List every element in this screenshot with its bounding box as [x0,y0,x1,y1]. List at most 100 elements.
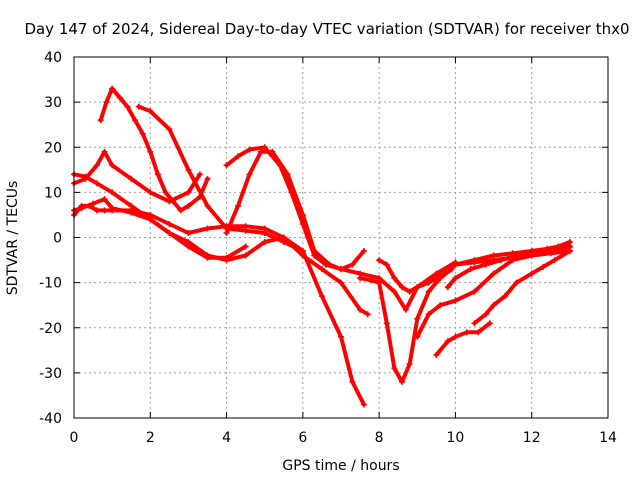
chart-title: Day 147 of 2024, Sidereal Day-to-day VTE… [24,20,629,38]
data-point [425,279,432,286]
series-track-8 [223,148,367,273]
data-point [471,320,478,327]
data-point [223,229,230,236]
data-point [467,266,474,273]
data-point [551,257,558,264]
data-point [414,333,421,340]
data-point [391,365,398,372]
x-tick-label: 4 [222,430,231,446]
data-point [471,259,478,266]
data-point [399,378,406,385]
x-tick-label: 14 [599,430,617,446]
data-point [376,279,383,286]
data-point [223,254,230,261]
data-point [528,252,535,259]
y-tick-label: 10 [44,185,62,201]
data-point [299,211,306,218]
data-point [452,333,459,340]
data-point [177,207,184,214]
data-point [147,189,154,196]
data-point [399,284,406,291]
axis-ticks: 0 2 4 6 8 10 12 14 40 30 20 10 0 -10 -20 -30 -40 [39,50,617,446]
data-point [93,162,100,169]
data-point [185,243,192,250]
data-point [109,207,116,214]
data-point [471,288,478,295]
data-point [433,270,440,277]
data-point [566,248,573,255]
data-point [124,103,131,110]
data-point [109,162,116,169]
data-point [376,257,383,264]
series-track-12 [433,320,493,358]
y-tick-label: 40 [44,50,62,66]
data-point [82,175,89,182]
data-point [97,117,104,124]
data-point [482,311,489,318]
data-point [204,254,211,261]
series-track-4 [71,148,203,205]
data-point [147,108,154,115]
data-point [368,277,375,284]
data-point [204,225,211,232]
y-tick-label: -10 [39,276,62,292]
data-point [109,85,116,92]
data-point [326,261,333,268]
y-tick-label: -30 [39,366,62,382]
series-line [224,149,366,272]
data-point [540,263,547,270]
data-point [154,171,161,178]
data-point [261,229,268,236]
data-point [318,266,325,273]
data-point [93,180,100,187]
data-point [547,250,554,257]
data-point [135,103,142,110]
data-point [86,202,93,209]
data-point [364,311,371,318]
series-track-9 [357,266,455,385]
data-point [223,162,230,169]
x-tick-label: 10 [447,430,465,446]
data-point [383,261,390,268]
data-point [101,196,108,203]
data-point [93,207,100,214]
data-point [269,148,276,155]
data-point [185,229,192,236]
data-point [414,284,421,291]
data-point [543,245,550,252]
data-point [147,211,154,218]
data-point [357,275,364,282]
data-point [452,261,459,268]
data-point [391,288,398,295]
y-tick-label: 20 [44,140,62,156]
data-point [196,171,203,178]
y-axis-label: SDTVAR / TECUs [5,181,21,296]
data-point [349,261,356,268]
data-point [166,126,173,133]
data-point [452,297,459,304]
data-point [414,315,421,322]
data-point [261,144,268,151]
data-point [433,351,440,358]
data-point [280,239,287,246]
data-point [116,94,123,101]
data-point [162,189,169,196]
x-tick-label: 6 [298,430,307,446]
series-track-3 [71,202,371,318]
data-point [246,146,253,153]
grid [74,57,608,418]
data-point [383,320,390,327]
data-point [166,229,173,236]
data-point [235,202,242,209]
data-point [311,248,318,255]
data-point [425,288,432,295]
data-point [101,148,108,155]
data-point [360,248,367,255]
data-point [391,275,398,282]
data-point [338,333,344,340]
data-point [166,220,173,227]
data-point [204,202,211,209]
data-point [284,171,291,178]
data-point [406,360,413,367]
data-point [101,207,108,214]
